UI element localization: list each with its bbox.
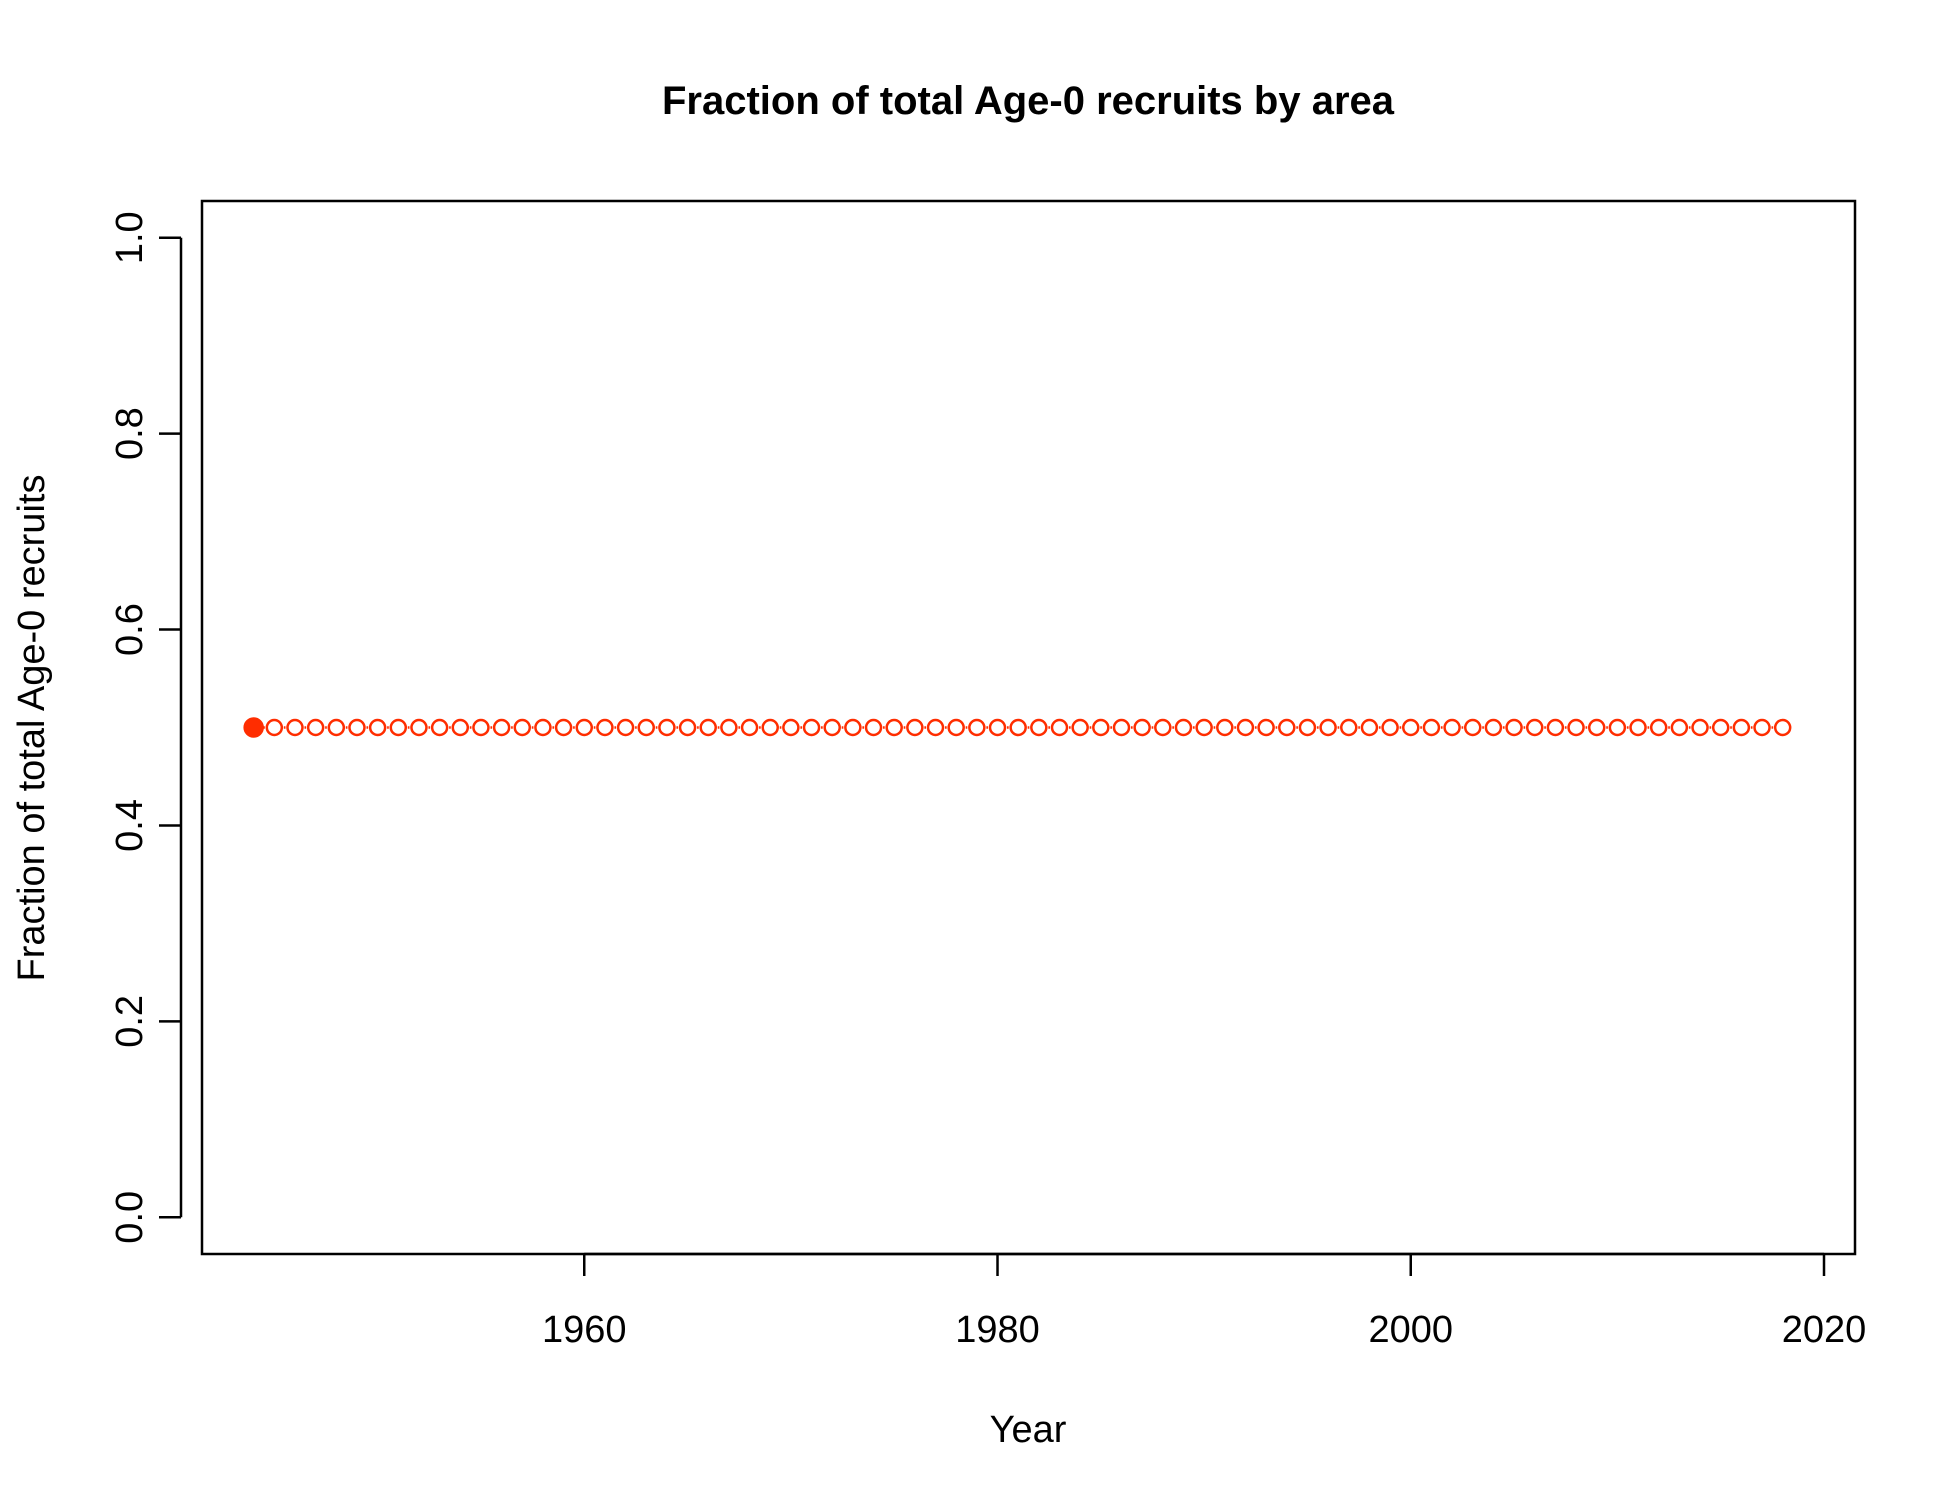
data-point — [451, 718, 470, 737]
data-point — [1009, 718, 1027, 737]
data-point — [534, 718, 552, 737]
data-point — [1670, 718, 1689, 737]
x-tick-label: 2020 — [1782, 1309, 1867, 1351]
data-point — [802, 718, 821, 737]
x-tick-label: 2000 — [1368, 1309, 1453, 1351]
data-point — [782, 718, 800, 737]
y-axis: 0.0 0.2 0.4 0.6 0.8 1.0 — [109, 211, 183, 1244]
y-axis-label: Fraction of total Age-0 recruits — [11, 475, 53, 982]
data-point — [1050, 718, 1069, 737]
chart-title: Fraction of total Age-0 recruits by area — [662, 79, 1395, 123]
data-point — [430, 718, 449, 737]
data-point — [1257, 718, 1275, 737]
data-point — [472, 718, 490, 737]
data-point — [906, 718, 924, 737]
data-point — [265, 718, 284, 737]
data-point — [885, 718, 903, 737]
y-tick-label: 0.4 — [109, 799, 151, 852]
data-point — [947, 718, 965, 737]
data-point — [1484, 718, 1503, 737]
data-point — [1567, 718, 1585, 737]
data-point — [1773, 718, 1792, 737]
data-point — [864, 718, 883, 737]
data-point — [1133, 718, 1151, 737]
data-point — [1030, 718, 1048, 737]
data-point — [761, 718, 779, 737]
data-point — [327, 718, 346, 737]
data-point — [720, 718, 738, 737]
data-point — [1525, 718, 1544, 737]
data-point — [658, 718, 676, 737]
series-group — [243, 717, 1792, 738]
data-point — [1340, 718, 1358, 737]
data-point — [968, 718, 986, 737]
data-point — [554, 718, 573, 737]
data-point — [1649, 718, 1668, 737]
data-point — [1195, 718, 1213, 737]
data-point — [1629, 718, 1647, 737]
data-point — [492, 718, 511, 737]
data-point — [368, 718, 387, 737]
data-point — [1298, 718, 1317, 737]
data-point — [1608, 718, 1627, 737]
data-point — [988, 718, 1007, 737]
data-point — [616, 718, 635, 737]
data-point — [513, 718, 532, 737]
data-point — [1071, 718, 1089, 737]
data-point — [678, 718, 697, 737]
data-point — [1278, 718, 1296, 737]
data-point — [740, 718, 759, 737]
data-point — [389, 718, 408, 737]
data-point — [1174, 718, 1193, 737]
y-tick-label: 0.0 — [109, 1191, 151, 1244]
data-point — [1216, 718, 1234, 737]
data-point — [1711, 718, 1730, 737]
plot-area — [243, 717, 1792, 738]
data-point — [926, 718, 945, 737]
data-point — [1422, 718, 1441, 737]
data-point — [1546, 718, 1565, 737]
data-point — [1732, 718, 1751, 737]
data-point — [1402, 718, 1420, 737]
data-point — [1236, 718, 1255, 737]
y-tick-label: 0.6 — [109, 603, 151, 656]
data-point — [1587, 718, 1606, 737]
data-point — [844, 718, 862, 737]
x-tick-label: 1980 — [955, 1309, 1040, 1351]
data-point — [1381, 718, 1399, 737]
y-tick-label: 0.8 — [109, 407, 151, 460]
data-point — [1443, 718, 1461, 737]
y-tick-label: 0.2 — [109, 995, 151, 1048]
x-tick-label: 1960 — [542, 1309, 627, 1351]
x-axis: 1960 1980 2000 2020 — [542, 1252, 1867, 1351]
x-axis-label: Year — [990, 1409, 1067, 1451]
data-point — [1360, 718, 1379, 737]
data-point — [1092, 718, 1110, 737]
data-point — [410, 718, 428, 737]
data-point — [1154, 718, 1172, 737]
data-point — [1753, 718, 1771, 737]
data-point — [699, 718, 717, 737]
data-point — [243, 717, 264, 738]
data-point — [286, 718, 304, 737]
data-point — [823, 718, 841, 737]
data-point — [596, 718, 614, 737]
data-point — [1463, 718, 1482, 737]
data-point — [1691, 718, 1709, 737]
data-point — [1505, 718, 1523, 737]
data-point — [1319, 718, 1337, 737]
y-tick-label: 1.0 — [109, 211, 151, 264]
data-point — [306, 718, 325, 737]
data-point — [1112, 718, 1131, 737]
data-point — [348, 718, 366, 737]
data-point — [575, 718, 594, 737]
data-point — [637, 718, 655, 737]
